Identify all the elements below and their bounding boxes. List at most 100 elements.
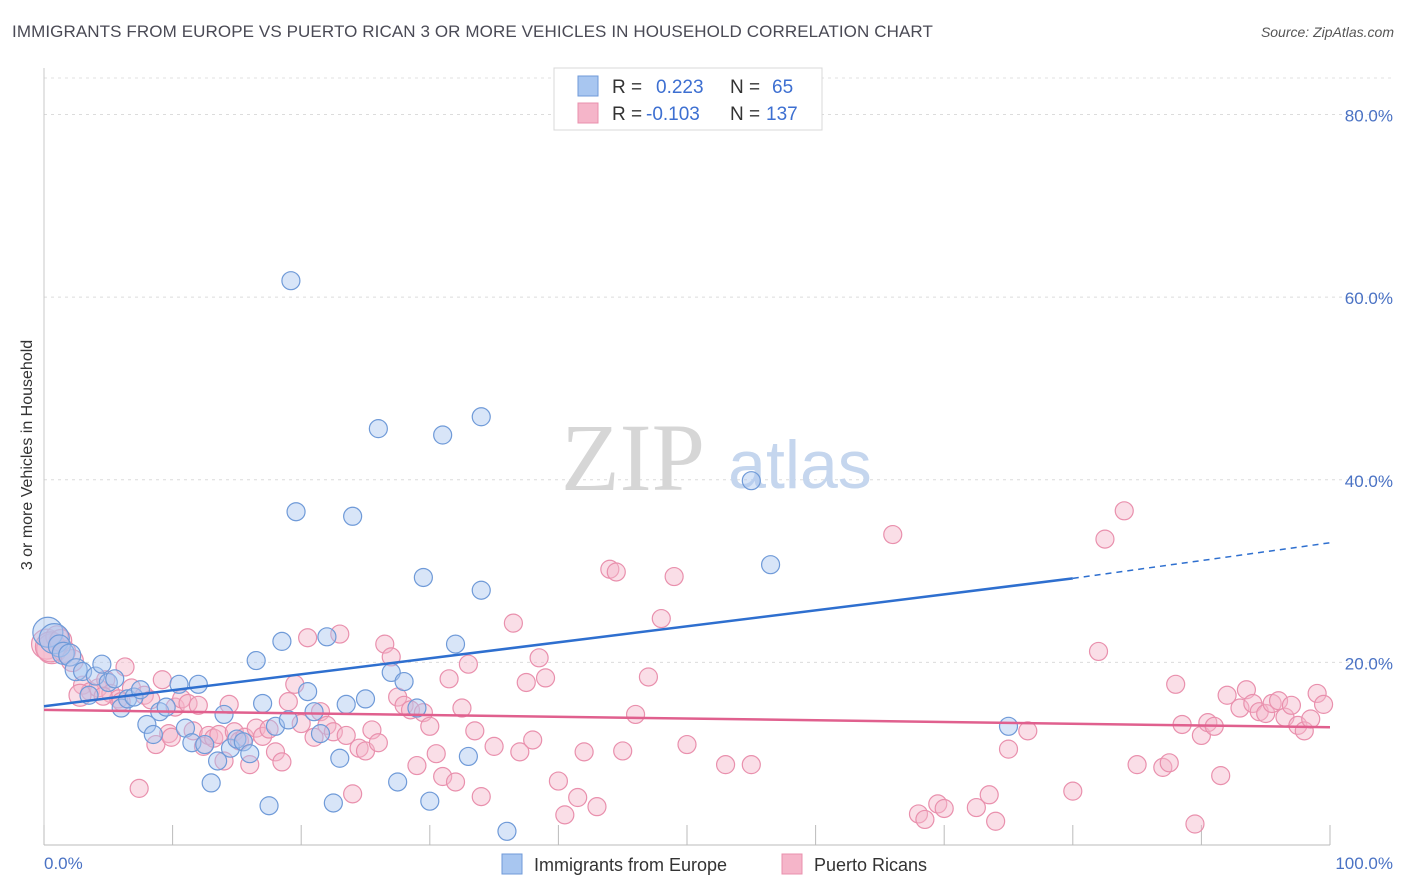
puerto-ricans-point-66 [452, 698, 472, 718]
immigrants-europe-point-23 [188, 674, 208, 694]
immigrants-europe-point-4 [58, 643, 82, 667]
puerto-ricans-point-23 [188, 695, 208, 715]
immigrants-europe-point-64 [998, 716, 1019, 736]
trend-line-immigrants-europe-extension [1072, 542, 1331, 580]
series-immigrants-from-europe [32, 271, 1019, 841]
bottom-legend: Immigrants from Europe Puerto Ricans [501, 853, 927, 875]
legend-n-label-1: N = [730, 77, 760, 98]
puerto-ricans-point-48 [336, 725, 356, 746]
puerto-ricans-point-59 [407, 755, 427, 776]
puerto-ricans-point-85 [625, 704, 646, 725]
puerto-ricans-point-70 [484, 736, 504, 756]
puerto-ricans-point-90 [715, 755, 736, 775]
immigrants-europe-point-39 [286, 502, 306, 522]
immigrants-europe-point-34 [259, 796, 279, 816]
puerto-ricans-point-101 [1018, 721, 1038, 741]
immigrants-europe-point-0 [32, 616, 64, 648]
chart-title: IMMIGRANTS FROM EUROPE VS PUERTO RICAN 3… [12, 22, 933, 41]
puerto-ricans-point-103 [1088, 641, 1109, 662]
puerto-ricans-point-87 [651, 608, 671, 629]
immigrants-europe-point-26 [208, 751, 228, 771]
source-credit: Source: ZipAtlas.com [1260, 24, 1394, 40]
puerto-ricans-point-106 [1127, 755, 1147, 775]
puerto-ricans-point-13 [129, 778, 149, 798]
immigrants-europe-point-41 [304, 702, 324, 722]
watermark: ZIP atlas [561, 404, 872, 511]
series-puerto-ricans [30, 501, 1334, 834]
legend-r-label-1: R = [612, 77, 642, 98]
bottom-legend-swatch-pink[interactable] [781, 853, 803, 875]
puerto-ricans-point-27 [209, 724, 229, 745]
puerto-ricans-point-80 [574, 742, 594, 762]
puerto-ricans-point-96 [934, 798, 954, 819]
immigrants-europe-point-6 [72, 661, 93, 682]
puerto-ricans-point-121 [1256, 703, 1276, 724]
immigrants-europe-point-27 [214, 704, 234, 725]
puerto-ricans-point-83 [606, 562, 626, 582]
puerto-ricans-point-91 [741, 755, 761, 775]
puerto-ricans-point-75 [529, 648, 549, 668]
puerto-ricans-point-17 [152, 670, 172, 690]
puerto-ricans-point-71 [503, 613, 523, 633]
puerto-ricans-point-89 [677, 734, 697, 755]
immigrants-europe-point-1 [38, 623, 70, 655]
immigrants-europe-point-43 [317, 627, 337, 647]
immigrants-europe-point-46 [336, 694, 356, 714]
y-tick-labels: 20.0% 40.0% 60.0% 80.0% [1345, 107, 1393, 674]
immigrants-europe-point-25 [201, 773, 221, 793]
puerto-ricans-point-49 [343, 784, 363, 804]
stats-legend: R = 0.223 N = 65 R = -0.103 N = 137 [553, 67, 823, 131]
immigrants-europe-point-11 [105, 669, 125, 689]
puerto-ricans-point-72 [510, 742, 530, 762]
puerto-ricans-point-77 [548, 771, 569, 791]
bottom-legend-label-blue[interactable]: Immigrants from Europe [534, 855, 727, 875]
legend-n-value-1: 65 [772, 77, 793, 98]
immigrants-europe-point-53 [407, 698, 427, 718]
puerto-ricans-point-86 [638, 667, 659, 687]
puerto-ricans-point-38 [272, 752, 292, 772]
puerto-ricans-point-67 [458, 654, 478, 674]
puerto-ricans-point-97 [966, 797, 986, 818]
puerto-ricans-point-39 [278, 692, 298, 712]
watermark-zip: ZIP [561, 404, 705, 511]
trend-line-immigrants-europe [43, 577, 1073, 708]
watermark-atlas: atlas [728, 427, 872, 503]
legend-r-value-2: -0.103 [646, 104, 700, 125]
immigrants-europe-point-24 [195, 734, 215, 755]
puerto-ricans-point-37 [265, 742, 286, 762]
immigrants-europe-point-32 [246, 650, 266, 671]
puerto-ricans-point-35 [253, 726, 273, 746]
puerto-ricans-point-111 [1185, 814, 1205, 834]
immigrants-europe-point-40 [298, 681, 318, 702]
y-tick-label-0: 20.0% [1345, 654, 1393, 673]
puerto-ricans-point-88 [664, 566, 684, 587]
immigrants-europe-point-62 [741, 471, 761, 491]
puerto-ricans-point-108 [1159, 753, 1179, 773]
puerto-ricans-point-109 [1166, 674, 1186, 694]
immigrants-europe-point-44 [323, 793, 343, 813]
legend-r-label-2: R = [612, 104, 642, 125]
puerto-ricans-point-68 [465, 721, 485, 741]
puerto-ricans-point-33 [240, 755, 260, 775]
trend-line-puerto-ricans [43, 708, 1331, 729]
puerto-ricans-point-130 [1313, 694, 1334, 714]
immigrants-europe-point-30 [233, 732, 253, 752]
puerto-ricans-point-43 [304, 727, 324, 747]
puerto-ricans-point-74 [523, 730, 543, 750]
puerto-ricans-point-117 [1230, 698, 1250, 718]
puerto-ricans-point-92 [883, 524, 903, 545]
immigrants-europe-point-42 [310, 724, 331, 744]
immigrants-europe-point-56 [433, 425, 453, 445]
puerto-ricans-point-99 [986, 811, 1006, 831]
legend-r-value-1: 0.223 [656, 77, 704, 98]
immigrants-europe-point-61 [497, 821, 517, 841]
immigrants-europe-point-63 [760, 555, 781, 575]
puerto-ricans-point-113 [1198, 713, 1218, 733]
puerto-ricans-point-129 [1307, 683, 1327, 704]
bottom-legend-label-pink[interactable]: Puerto Ricans [814, 855, 927, 875]
puerto-ricans-point-78 [555, 805, 575, 825]
x-tick-max: 100.0% [1335, 854, 1393, 873]
puerto-ricans-point-116 [1217, 685, 1237, 705]
immigrants-europe-point-49 [368, 419, 388, 439]
bottom-legend-swatch-blue[interactable] [501, 853, 523, 875]
